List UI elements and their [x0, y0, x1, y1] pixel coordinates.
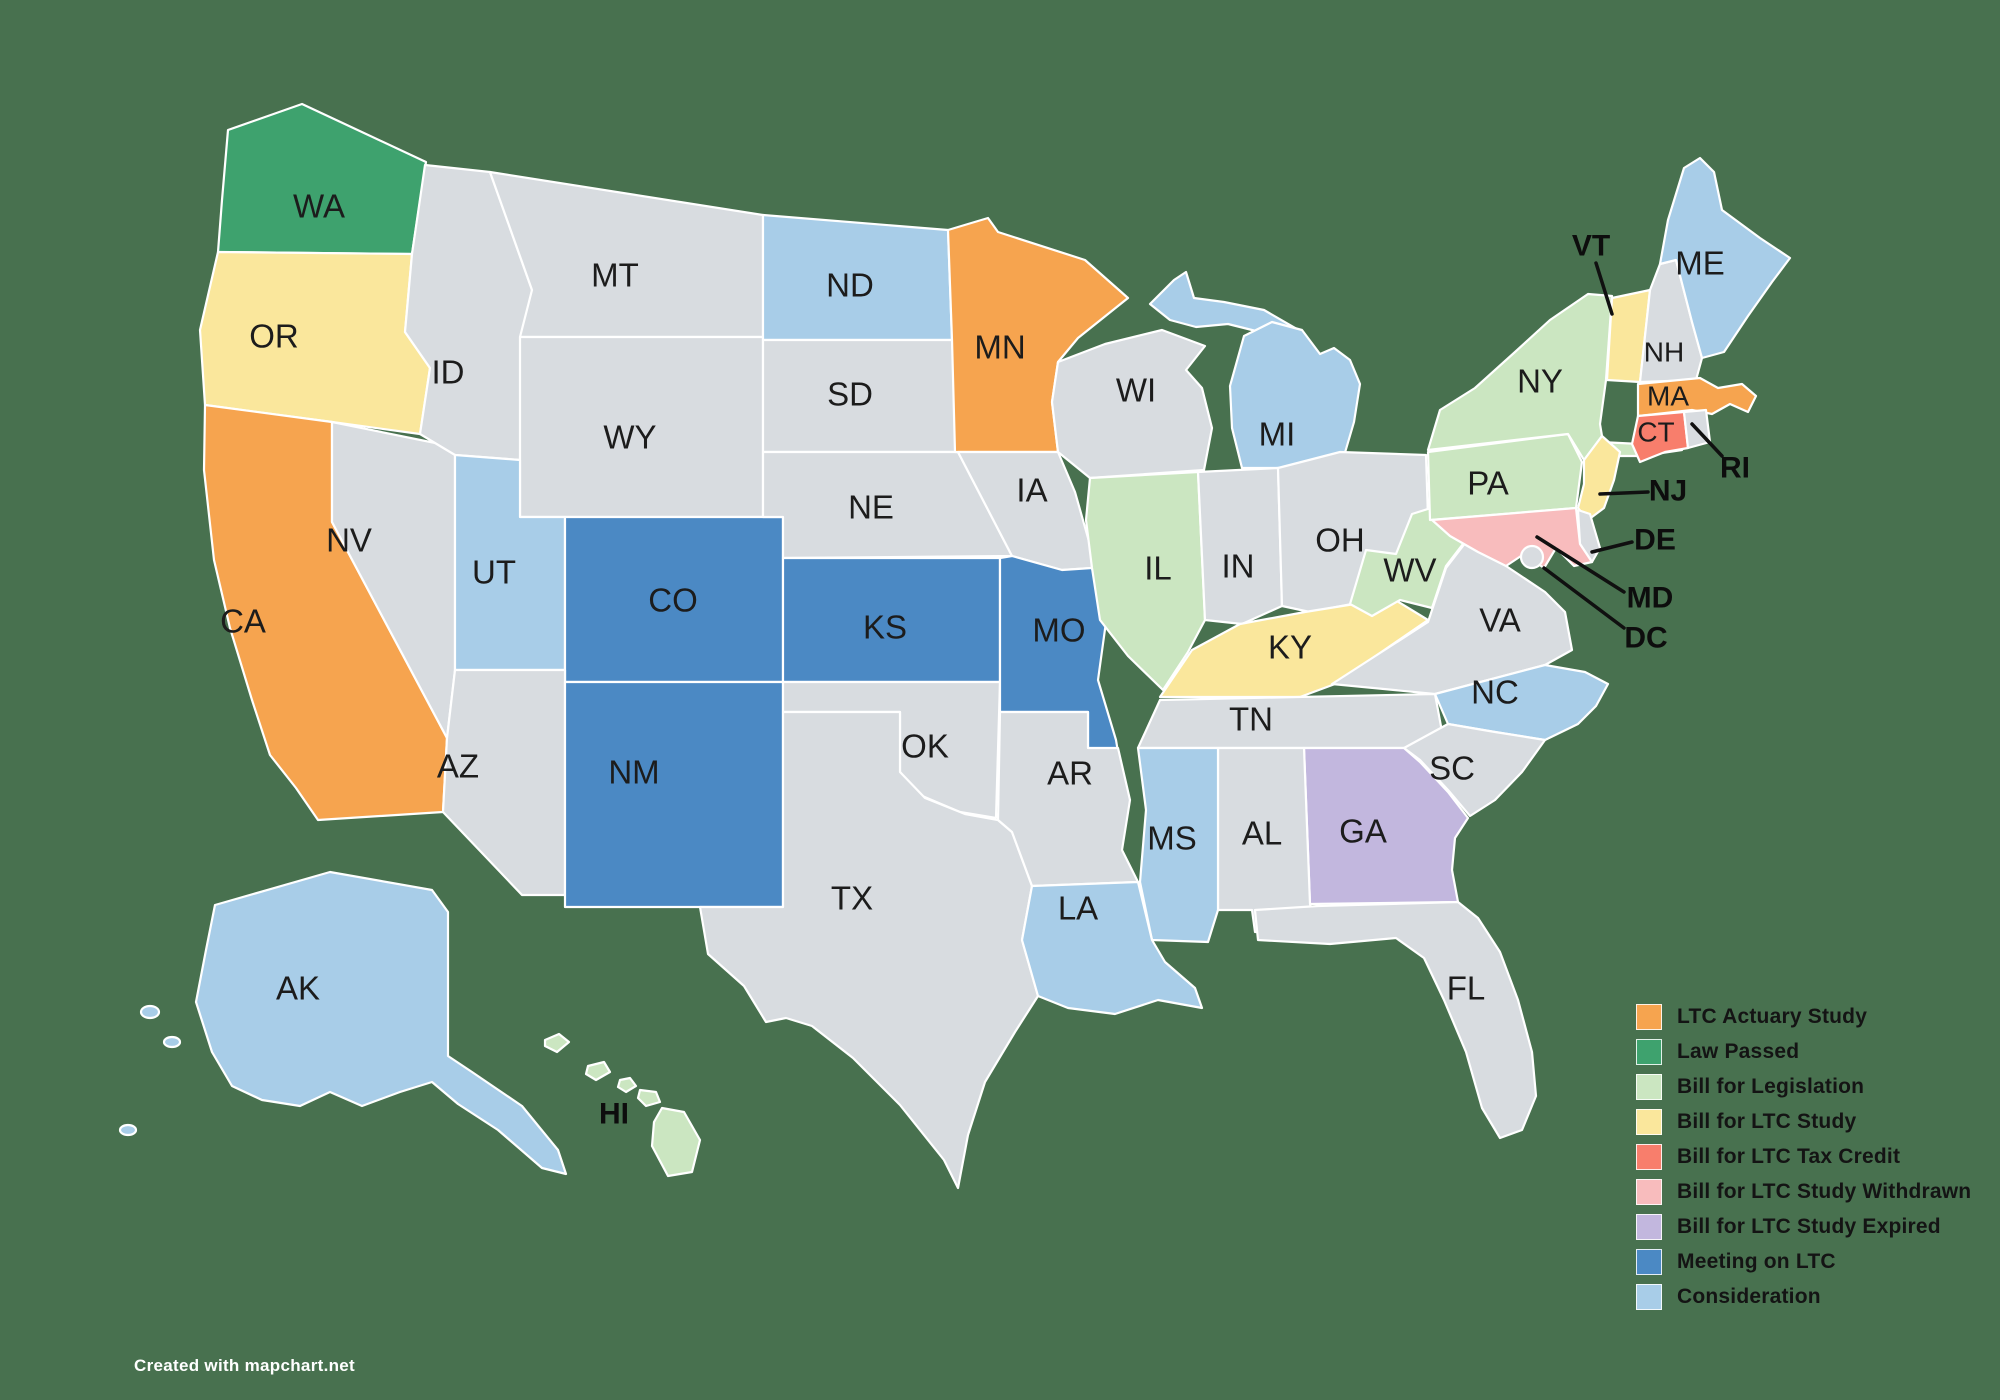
- legend-item-9: Consideration: [1636, 1284, 1971, 1310]
- state-wi[interactable]: [1050, 328, 1214, 480]
- legend-swatch: [1636, 1109, 1662, 1135]
- legend-swatch: [1636, 1004, 1662, 1030]
- legend-item-6: Bill for LTC Study Withdrawn: [1636, 1179, 1971, 1205]
- state-dc[interactable]: [1519, 544, 1545, 570]
- callout-line-ri: [1690, 422, 1724, 458]
- callout-label-vt: VT: [1572, 230, 1610, 263]
- state-al[interactable]: [1216, 746, 1320, 934]
- callout-label-dc: DC: [1624, 622, 1667, 655]
- states-group: [118, 102, 1792, 1190]
- legend-label: Bill for LTC Study Withdrawn: [1677, 1180, 1972, 1203]
- callout-line-nj: [1598, 490, 1650, 496]
- legend-item-2: Law Passed: [1636, 1039, 1971, 1065]
- legend-item-3: Bill for Legislation: [1636, 1074, 1971, 1100]
- state-az[interactable]: [441, 668, 567, 897]
- attribution-text: Created with mapchart.net: [134, 1356, 355, 1375]
- state-ga[interactable]: [1302, 746, 1470, 906]
- legend-item-1: LTC Actuary Study: [1636, 1004, 1971, 1030]
- state-wy[interactable]: [518, 335, 765, 519]
- legend-label: Consideration: [1677, 1285, 1821, 1308]
- hi-island-2[interactable]: [584, 1060, 612, 1082]
- callout-label-hi: HI: [599, 1098, 629, 1131]
- legend-label: LTC Actuary Study: [1677, 1005, 1868, 1028]
- legend-swatch: [1636, 1039, 1662, 1065]
- legend-label: Meeting on LTC: [1677, 1250, 1836, 1273]
- state-ak[interactable]: [194, 870, 568, 1176]
- state-in[interactable]: [1196, 466, 1284, 626]
- legend-item-5: Bill for LTC Tax Credit: [1636, 1144, 1971, 1170]
- legend-swatch: [1636, 1284, 1662, 1310]
- state-me[interactable]: [1658, 156, 1792, 360]
- state-ct[interactable]: [1630, 410, 1690, 464]
- state-sc[interactable]: [1402, 722, 1547, 818]
- legend-label: Law Passed: [1677, 1040, 1800, 1063]
- ak-island-1[interactable]: [139, 1004, 161, 1020]
- legend-item-7: Bill for LTC Study Expired: [1636, 1214, 1971, 1240]
- legend-swatch: [1636, 1214, 1662, 1240]
- map-legend: LTC Actuary Study Law Passed Bill for Legi…: [1636, 1004, 1971, 1319]
- legend-label: Bill for LTC Study Expired: [1677, 1215, 1941, 1238]
- legend-swatch: [1636, 1144, 1662, 1170]
- callout-label-ri: RI: [1720, 452, 1750, 485]
- legend-label: Bill for LTC Tax Credit: [1677, 1145, 1901, 1168]
- legend-swatch: [1636, 1074, 1662, 1100]
- legend-item-4: Bill for LTC Study: [1636, 1109, 1971, 1135]
- callout-label-de: DE: [1634, 524, 1676, 557]
- hi-island-1[interactable]: [543, 1032, 571, 1054]
- legend-label: Bill for LTC Study: [1677, 1110, 1857, 1133]
- hi-island-3[interactable]: [616, 1076, 638, 1094]
- state-mi-lower-peninsula[interactable]: [1228, 320, 1362, 470]
- state-nd[interactable]: [761, 213, 954, 342]
- callout-line-dc: [1542, 566, 1626, 630]
- state-tn[interactable]: [1136, 692, 1447, 750]
- state-ms[interactable]: [1136, 746, 1220, 944]
- callout-line-de: [1590, 540, 1634, 554]
- state-ar[interactable]: [996, 710, 1140, 888]
- state-la[interactable]: [1020, 880, 1204, 1016]
- state-or[interactable]: [198, 250, 432, 436]
- callout-line-md: [1535, 535, 1626, 594]
- state-fl[interactable]: [1253, 900, 1538, 1140]
- state-mt[interactable]: [488, 170, 765, 339]
- state-mn[interactable]: [946, 216, 1130, 454]
- state-sd[interactable]: [761, 338, 960, 454]
- state-co[interactable]: [563, 515, 785, 684]
- state-tx[interactable]: [698, 710, 1040, 1190]
- legend-swatch: [1636, 1249, 1662, 1275]
- state-wa[interactable]: [216, 102, 428, 256]
- ak-island-3[interactable]: [118, 1123, 138, 1137]
- state-md[interactable]: [1430, 506, 1594, 570]
- legend-swatch: [1636, 1179, 1662, 1205]
- callout-label-md: MD: [1627, 582, 1674, 615]
- legend-item-8: Meeting on LTC: [1636, 1249, 1971, 1275]
- state-ks[interactable]: [781, 556, 1002, 684]
- state-nm[interactable]: [563, 680, 785, 909]
- hi-island-4[interactable]: [636, 1088, 662, 1108]
- hi-island-big[interactable]: [650, 1106, 702, 1178]
- state-nj[interactable]: [1576, 434, 1622, 522]
- callout-label-nj: NJ: [1649, 475, 1687, 508]
- callout-line-vt: [1594, 261, 1614, 316]
- ak-island-2[interactable]: [162, 1035, 182, 1049]
- legend-label: Bill for Legislation: [1677, 1075, 1865, 1098]
- state-ny[interactable]: [1426, 292, 1614, 462]
